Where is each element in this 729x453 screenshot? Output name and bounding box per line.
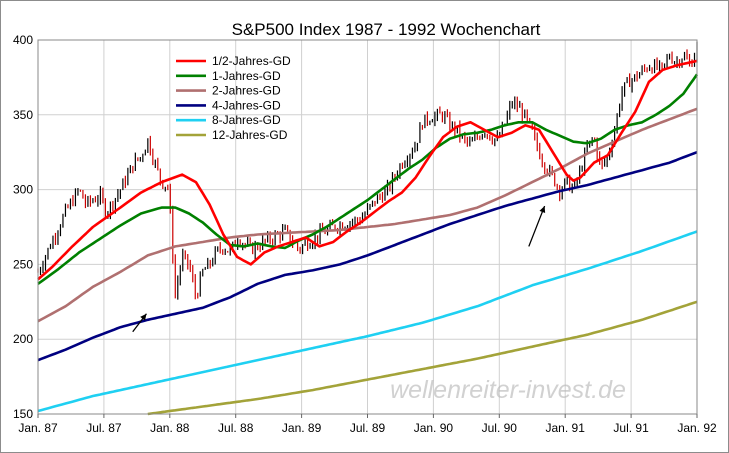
legend-label: 1-Jahres-GD — [212, 69, 281, 83]
x-tick-label: Jan. 92 — [677, 421, 717, 435]
x-tick-label: Jul. 91 — [613, 421, 649, 435]
y-tick-label: 200 — [13, 332, 33, 346]
series-line-2 — [37, 107, 698, 323]
legend-label: 8-Jahres-GD — [212, 113, 281, 127]
series-line-4 — [37, 230, 698, 413]
y-tick-label: 250 — [13, 257, 33, 271]
x-tick-label: Jul. 89 — [350, 421, 386, 435]
series-line-1 — [37, 73, 699, 285]
watermark: wellenreiter-invest.de — [390, 376, 626, 404]
annotation-arrows — [132, 205, 546, 333]
legend-label: 4-Jahres-GD — [212, 98, 281, 112]
annotation-arrow-head — [539, 206, 546, 214]
x-tick-label: Jan. 89 — [282, 421, 322, 435]
moving-average-lines — [37, 59, 699, 416]
legend-label: 2-Jahres-GD — [212, 84, 281, 98]
y-tick-label: 400 — [13, 33, 33, 47]
x-tick-label: Jul. 90 — [482, 421, 518, 435]
x-tick-label: Jan. 88 — [150, 421, 190, 435]
x-tick-label: Jan. 87 — [18, 421, 58, 435]
chart-title: S&P500 Index 1987 - 1992 Wochenchart — [232, 20, 541, 39]
legend-label: 1/2-Jahres-GD — [212, 54, 291, 68]
x-tick-label: Jul. 87 — [86, 421, 122, 435]
series-line-3 — [37, 150, 698, 362]
legend-label: 12-Jahres-GD — [212, 128, 288, 142]
x-axis: Jan. 87 Jul. 87 Jan. 88 Jul. 88 Jan. 89 Jul. … — [18, 414, 717, 435]
y-tick-label: 300 — [13, 183, 33, 197]
y-tick-label: 150 — [13, 407, 33, 421]
x-tick-label: Jan. 91 — [546, 421, 586, 435]
legend: 1/2-Jahres-GD1-Jahres-GD2-Jahres-GD4-Jah… — [176, 54, 291, 142]
annotation-arrow-head — [140, 313, 147, 321]
annotation-arrow — [528, 205, 546, 247]
series-line-5 — [147, 300, 698, 416]
series-line-0 — [37, 59, 698, 281]
x-tick-label: Jul. 88 — [218, 421, 254, 435]
x-tick-label: Jan. 90 — [414, 421, 454, 435]
y-axis: 150 200 250 300 350 400 — [13, 33, 33, 421]
y-tick-label: 350 — [13, 108, 33, 122]
price-bars — [37, 41, 698, 300]
